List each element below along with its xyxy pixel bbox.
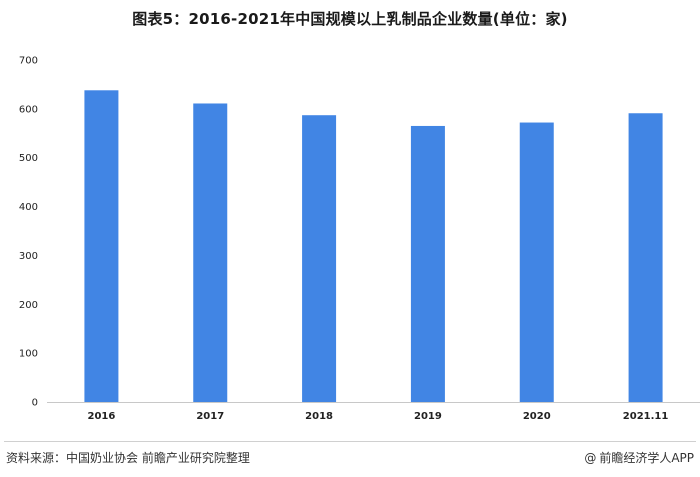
chart-title: 图表5：2016-2021年中国规模以上乳制品企业数量(单位：家) <box>132 10 568 28</box>
x-tick-label: 2020 <box>523 411 551 422</box>
x-axis-ticks: 2016 2017 2018 2019 2020 2021.11 <box>87 411 668 422</box>
bar-2018 <box>302 115 337 403</box>
footer-divider <box>4 441 696 442</box>
source-note: 资料来源：中国奶业协会 前瞻产业研究院整理 <box>6 451 250 465</box>
x-tick-label: 2018 <box>305 411 333 422</box>
brand-logo-icon: @ <box>584 450 597 465</box>
brand-label: 前瞻经济学人APP <box>599 451 694 465</box>
y-axis-ticks: 0 100 200 300 400 500 600 700 <box>19 56 38 409</box>
y-tick-label: 200 <box>19 300 38 311</box>
bar-2017 <box>193 103 228 403</box>
bar-2016 <box>84 90 119 402</box>
x-tick-label: 2019 <box>414 411 442 422</box>
bar-2019 <box>410 125 445 402</box>
x-tick-label: 2017 <box>196 411 224 422</box>
y-tick-label: 100 <box>19 349 38 360</box>
bar-2020 <box>519 122 554 402</box>
y-tick-label: 400 <box>19 202 38 213</box>
y-tick-label: 500 <box>19 153 38 164</box>
y-tick-label: 0 <box>32 398 38 409</box>
bar-series <box>84 90 663 403</box>
brand-credit: @ 前瞻经济学人APP <box>584 449 694 466</box>
y-tick-label: 300 <box>19 251 38 262</box>
x-tick-label: 2021.11 <box>623 411 669 422</box>
x-tick-label: 2016 <box>87 411 115 422</box>
y-tick-label: 600 <box>19 104 38 115</box>
y-tick-label: 700 <box>19 56 38 67</box>
bar-2021.11 <box>628 113 663 403</box>
